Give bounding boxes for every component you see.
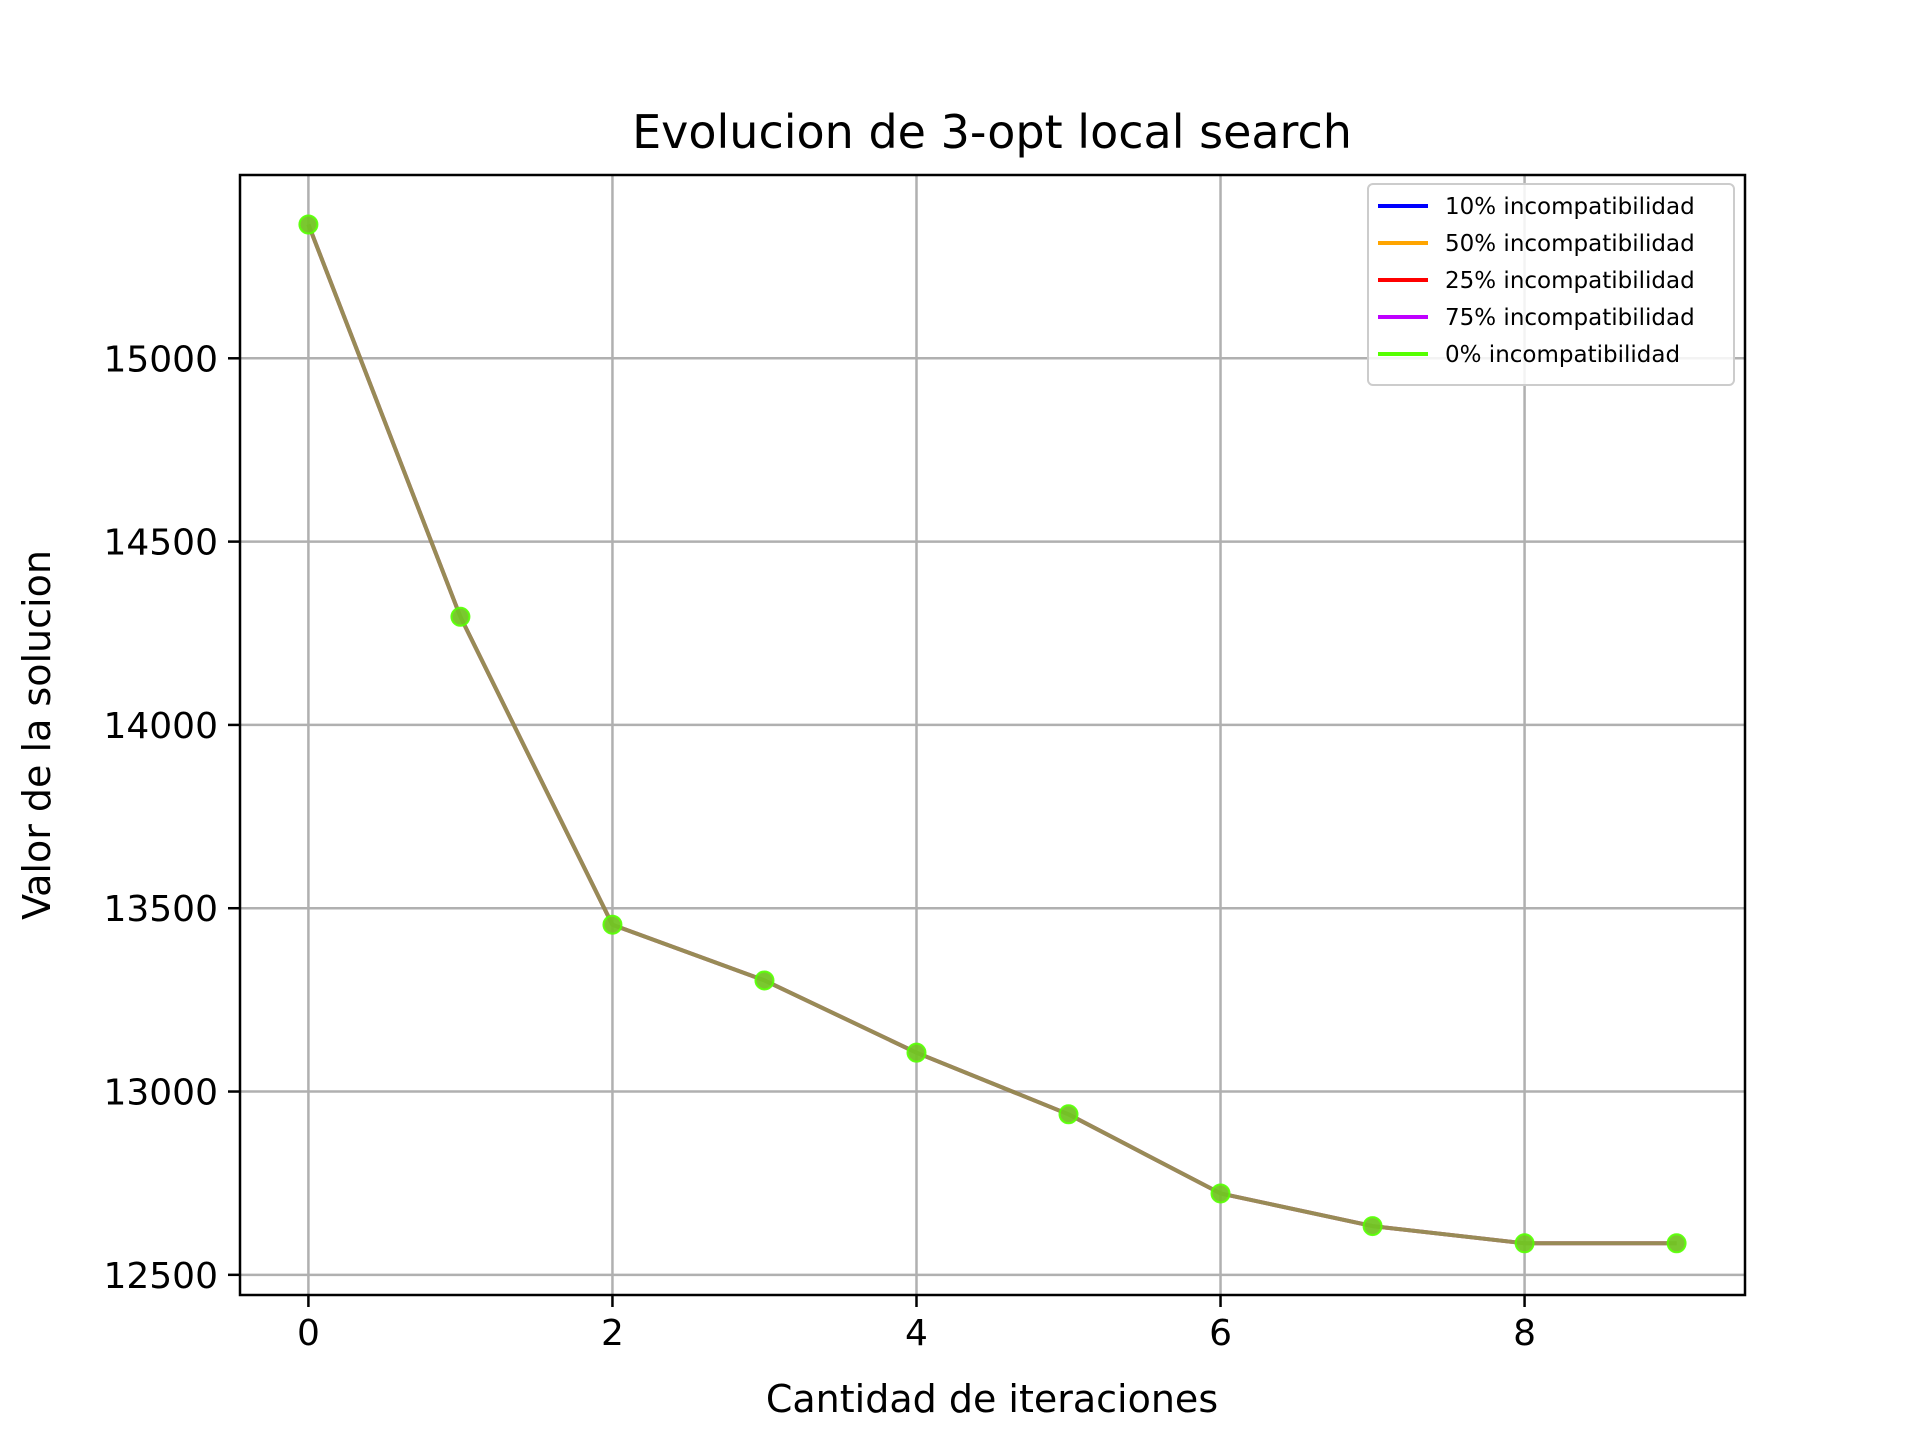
data-point bbox=[1058, 1104, 1079, 1125]
y-tick-label: 14000 bbox=[103, 706, 218, 747]
y-axis-label: Valor de la solucion bbox=[15, 550, 59, 920]
y-tick-label: 14500 bbox=[103, 523, 218, 564]
y-tick-label: 13500 bbox=[103, 889, 218, 930]
x-tick-label: 8 bbox=[1513, 1313, 1536, 1354]
legend-label: 10% incompatibilidad bbox=[1445, 194, 1695, 220]
data-point bbox=[906, 1042, 927, 1063]
x-tick-label: 4 bbox=[905, 1313, 928, 1354]
y-tick-label: 12500 bbox=[103, 1256, 218, 1297]
series-line bbox=[306, 223, 1677, 1246]
data-point bbox=[1362, 1216, 1383, 1237]
data-point bbox=[450, 606, 471, 627]
series-line bbox=[306, 223, 1677, 1246]
plot-frame bbox=[238, 173, 1747, 1297]
series-line bbox=[306, 223, 1677, 1246]
legend-label: 75% incompatibilidad bbox=[1445, 305, 1695, 331]
tick-layer: 0 2 4 6 8 12500 13000 13500 14000 14500 15000 bbox=[103, 339, 1536, 1354]
legend-frame bbox=[1367, 183, 1735, 386]
data-point bbox=[602, 914, 623, 935]
legend-label: 25% incompatibilidad bbox=[1445, 268, 1695, 294]
legend-label: 0% incompatibilidad bbox=[1445, 342, 1680, 368]
series-line bbox=[306, 223, 1677, 1246]
x-tick-label: 2 bbox=[601, 1313, 624, 1354]
data-point bbox=[754, 970, 775, 991]
series-line bbox=[306, 223, 1677, 1246]
x-tick-label: 0 bbox=[297, 1313, 320, 1354]
y-tick-label: 15000 bbox=[103, 339, 218, 380]
data-point bbox=[1666, 1233, 1687, 1254]
data-point bbox=[1210, 1183, 1231, 1204]
x-tick-label: 6 bbox=[1209, 1313, 1232, 1354]
legend-label: 50% incompatibilidad bbox=[1445, 231, 1695, 257]
grid-layer bbox=[240, 175, 1745, 1295]
series-layer bbox=[298, 214, 1687, 1254]
y-tick-label: 13000 bbox=[103, 1073, 218, 1114]
chart-title: Evolucion de 3-opt local search bbox=[632, 105, 1352, 159]
legend: 10% incompatibilidad 50% incompatibilidad… bbox=[1367, 183, 1735, 386]
data-point bbox=[298, 214, 319, 235]
x-axis-label: Cantidad de iteraciones bbox=[766, 1377, 1218, 1421]
data-point bbox=[1514, 1233, 1535, 1254]
